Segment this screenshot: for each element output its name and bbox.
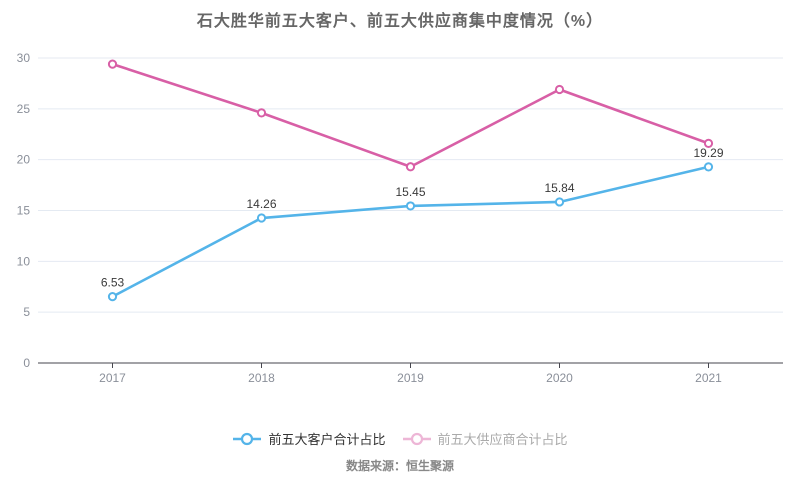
data-point[interactable] (703, 162, 714, 172)
data-label: 14.26 (246, 197, 276, 211)
data-label: 15.45 (395, 185, 425, 199)
chart-title: 石大胜华前五大客户、前五大供应商集中度情况（%） (196, 13, 604, 30)
data-point[interactable] (554, 84, 565, 95)
chart-legend: 前五大客户合计占比 前五大供应商合计占比 (0, 429, 800, 448)
data-point[interactable] (107, 59, 118, 69)
legend-item-0[interactable]: 前五大客户合计占比 (232, 429, 386, 448)
legend-line-marker-icon (402, 432, 431, 445)
y-tick-label: 20 (17, 153, 31, 167)
data-source-label: 数据来源：恒生聚源 (345, 459, 454, 473)
data-point[interactable] (554, 197, 565, 207)
data-point[interactable] (703, 138, 714, 148)
y-tick-label: 0 (23, 356, 30, 370)
y-tick-label: 30 (17, 51, 31, 65)
x-tick-label: 2019 (397, 371, 424, 385)
legend-item-1[interactable]: 前五大供应商合计占比 (402, 429, 568, 448)
x-tick-label: 2020 (546, 371, 573, 385)
data-point[interactable] (256, 213, 267, 223)
x-tick-label: 2018 (248, 371, 275, 385)
y-tick-label: 10 (17, 254, 31, 268)
data-point[interactable] (405, 201, 416, 211)
y-tick-label: 15 (17, 204, 31, 218)
data-label: 15.84 (544, 181, 574, 195)
x-tick-label: 2021 (695, 371, 722, 385)
data-point[interactable] (256, 108, 267, 118)
line-chart-plot: 0 5 10 15 20 25 30 2017 2018 2019 2020 2021 6.53 14.2… (17, 51, 783, 385)
legend-item-label: 前五大供应商合计占比 (437, 432, 568, 447)
legend-item-label: 前五大客户合计占比 (268, 432, 386, 447)
series-line-1 (111, 62, 710, 169)
legend-line-marker-icon (233, 432, 262, 445)
data-label: 19.29 (693, 146, 723, 160)
y-tick-label: 25 (17, 102, 31, 116)
data-point[interactable] (405, 162, 416, 172)
data-point[interactable] (107, 292, 118, 302)
x-tick-label: 2017 (99, 371, 126, 385)
y-tick-label: 5 (23, 305, 30, 319)
data-label: 6.53 (101, 276, 125, 290)
